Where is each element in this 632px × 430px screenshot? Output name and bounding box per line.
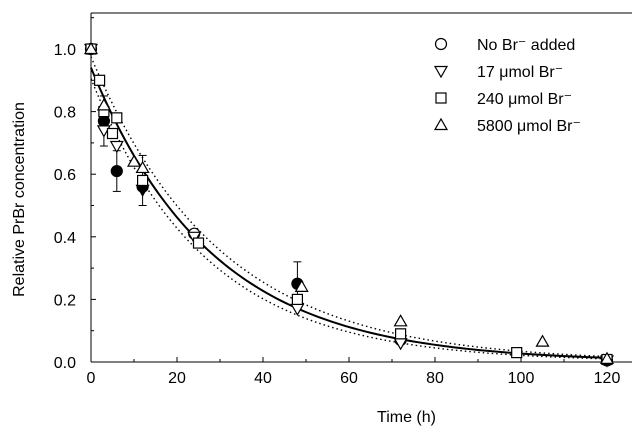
data-point: [395, 328, 407, 340]
data-point: [93, 74, 106, 86]
x-tick-label: 60: [340, 370, 358, 387]
data-point: [599, 351, 615, 364]
data-point: [291, 293, 303, 305]
x-axis-title: Time (h): [377, 409, 436, 426]
legend-marker-triangle-down: [433, 65, 449, 79]
fit-curve: [90, 67, 608, 359]
data-point: [110, 164, 123, 178]
data-point: [535, 334, 550, 347]
x-tick-label: 0: [87, 370, 96, 387]
x-tick-label: 100: [508, 370, 535, 387]
data-point: [111, 112, 123, 124]
y-tick-label: 0.2: [54, 292, 76, 309]
plot-area: 0 20 40 60 80 100 120 0.0 0.2 0.4 0.6 0.8 1.0: [54, 12, 632, 387]
legend-label: 240 μmol Br⁻: [477, 91, 572, 108]
x-tick-label: 20: [168, 370, 186, 387]
data-point: [106, 127, 119, 140]
y-tick-label: 0.6: [54, 167, 76, 184]
data-point: [83, 41, 99, 55]
x-tick-label: 120: [594, 370, 621, 387]
legend-label: 5800 μmol Br⁻: [477, 118, 581, 135]
data-point: [192, 237, 205, 249]
y-axis-title: Relative PrBr concentration: [11, 102, 28, 297]
x-ticks: 0 20 40 60 80 100 120: [87, 357, 621, 387]
legend: No Br⁻ added 17 μmol Br⁻ 240 μmol Br⁻ 5800 …: [433, 37, 581, 135]
y-ticks: 0.0 0.2 0.4 0.6 0.8 1.0: [54, 17, 96, 372]
data-point: [137, 174, 149, 187]
x-tick-label: 40: [254, 370, 272, 387]
upper-confidence-curve: [90, 56, 608, 358]
data-point: [294, 279, 309, 292]
data-point: [126, 154, 142, 167]
legend-label: 17 μmol Br⁻: [477, 64, 563, 81]
data-point: [393, 314, 408, 327]
legend-label: No Br⁻ added: [477, 37, 575, 54]
legend-marker-square: [435, 92, 447, 104]
data-points: [83, 41, 615, 368]
y-tick-label: 1.0: [54, 42, 76, 59]
y-tick-label: 0.0: [54, 355, 76, 372]
y-tick-label: 0.8: [54, 105, 76, 122]
x-tick-label: 80: [426, 370, 444, 387]
y-tick-label: 0.4: [54, 230, 76, 247]
data-point: [96, 98, 111, 111]
legend-marker-circle: [434, 37, 448, 51]
data-point: [511, 347, 523, 359]
data-point: [135, 160, 150, 174]
legend-marker-triangle-up: [433, 117, 449, 131]
series-triangle-up: [83, 41, 615, 364]
data-point: [109, 140, 124, 154]
